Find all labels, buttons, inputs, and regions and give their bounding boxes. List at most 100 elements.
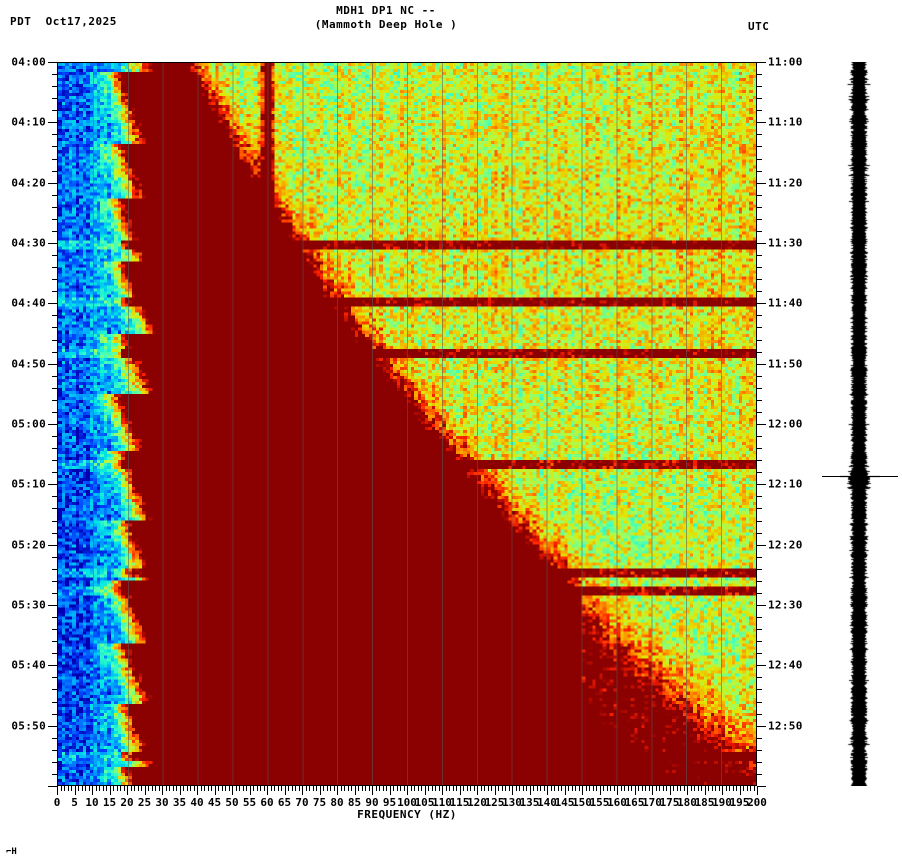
minor-tick <box>757 134 762 136</box>
minor-tick <box>52 411 57 413</box>
major-tick <box>48 544 57 546</box>
minor-tick <box>757 327 762 329</box>
minor-tick <box>757 592 762 594</box>
minor-tick <box>52 387 57 389</box>
minor-tick <box>746 786 748 791</box>
utc-time-tick-label: 11:00 <box>768 55 803 69</box>
minor-tick <box>431 786 433 791</box>
minor-tick <box>52 749 57 751</box>
minor-tick <box>52 86 57 88</box>
minor-tick <box>708 786 709 791</box>
minor-tick <box>193 786 195 791</box>
minor-tick <box>242 786 244 791</box>
minor-tick <box>148 786 149 791</box>
minor-tick <box>414 786 415 791</box>
minor-tick <box>123 786 125 791</box>
minor-tick <box>274 786 275 791</box>
frequency-tick-label: 45 <box>207 796 222 809</box>
minor-tick <box>589 786 590 791</box>
minor-tick <box>757 641 762 643</box>
major-tick <box>459 786 461 795</box>
time-axis-utc: 11:00 11:10 11:20 11:30 11:40 11:50 12:00 12:10… <box>757 56 837 787</box>
minor-tick <box>673 786 674 791</box>
minor-tick <box>435 786 436 791</box>
minor-tick <box>158 786 160 791</box>
minor-tick <box>666 786 667 791</box>
minor-tick <box>596 786 597 791</box>
pdt-time-tick-label: 05:00 <box>11 417 46 431</box>
minor-tick <box>239 786 240 791</box>
major-tick <box>48 786 57 787</box>
minor-tick <box>568 786 569 791</box>
minor-tick <box>52 773 57 775</box>
spectrogram-plot[interactable] <box>57 62 757 786</box>
minor-tick <box>701 786 702 791</box>
minor-tick <box>536 786 538 791</box>
minor-tick <box>52 592 57 594</box>
minor-tick <box>757 110 762 112</box>
minor-tick <box>757 315 762 317</box>
minor-tick <box>575 786 576 791</box>
minor-tick <box>64 786 65 791</box>
frequency-tick-label: 135 <box>519 796 540 809</box>
minor-tick <box>288 786 289 791</box>
major-tick <box>757 243 766 244</box>
minor-tick <box>52 399 57 401</box>
minor-tick <box>351 786 352 791</box>
frequency-tick-label: 75 <box>312 796 327 809</box>
seismogram-trace-panel <box>822 62 898 786</box>
minor-tick <box>52 146 57 148</box>
major-tick <box>757 605 766 606</box>
minor-tick <box>52 689 57 691</box>
minor-tick <box>561 786 562 791</box>
minor-tick <box>52 617 57 619</box>
major-tick <box>389 786 391 795</box>
minor-tick <box>295 786 296 791</box>
minor-tick <box>361 786 363 791</box>
minor-tick <box>463 786 464 791</box>
minor-tick <box>757 74 762 76</box>
minor-tick <box>757 460 762 462</box>
major-tick <box>74 786 76 795</box>
frequency-tick-label: 130 <box>502 796 522 809</box>
minor-tick <box>491 786 492 791</box>
major-tick <box>757 665 766 667</box>
minor-tick <box>711 786 713 791</box>
minor-tick <box>620 786 622 791</box>
minor-tick <box>52 472 57 474</box>
frequency-tick-label: 185 <box>694 796 715 809</box>
frequency-tick-label: 170 <box>642 796 662 809</box>
minor-tick <box>52 520 57 522</box>
minor-tick <box>585 786 587 791</box>
minor-tick <box>750 786 751 791</box>
major-tick <box>512 786 513 795</box>
minor-tick <box>52 580 57 582</box>
minor-tick <box>52 339 57 341</box>
trace-spike-line <box>822 476 898 477</box>
frequency-axis: 0 5 10 15 20 25 30 35 40 45 50 55 60 65 70 75 80 85 90 95 10… <box>54 786 767 832</box>
frequency-tick-label: 190 <box>712 796 732 809</box>
minor-tick <box>428 786 429 791</box>
major-tick <box>407 786 408 795</box>
minor-tick <box>207 786 209 791</box>
minor-tick <box>52 436 57 438</box>
frequency-tick-label: 155 <box>589 796 610 809</box>
minor-tick <box>484 786 485 791</box>
major-tick <box>48 182 57 184</box>
minor-tick <box>438 786 440 791</box>
minor-tick <box>225 786 226 791</box>
minor-tick <box>368 786 370 791</box>
minor-tick <box>683 786 685 791</box>
major-tick <box>652 786 653 795</box>
minor-tick <box>757 279 762 281</box>
corner-mark: ⌐H <box>6 847 17 857</box>
frequency-tick-label: 50 <box>225 796 239 809</box>
minor-tick <box>641 786 643 791</box>
minor-tick <box>52 267 57 269</box>
frequency-tick-label: 165 <box>624 796 645 809</box>
major-tick <box>48 62 57 63</box>
minor-tick <box>757 737 762 739</box>
major-tick <box>354 786 356 795</box>
pdt-time-tick-label: 05:20 <box>11 538 46 552</box>
minor-tick <box>757 86 762 88</box>
